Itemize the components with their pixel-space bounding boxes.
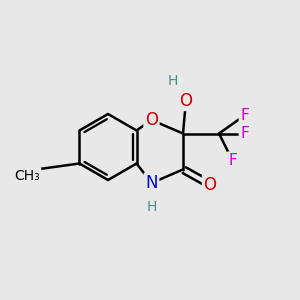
Text: N: N [145,174,158,192]
Text: O: O [145,111,158,129]
Text: CH₃: CH₃ [14,169,40,182]
Text: H: H [146,200,157,214]
Text: F: F [228,153,237,168]
Text: F: F [240,108,249,123]
Text: O: O [203,176,217,194]
Text: H: H [167,74,178,88]
Text: O: O [179,92,193,110]
Text: F: F [240,126,249,141]
